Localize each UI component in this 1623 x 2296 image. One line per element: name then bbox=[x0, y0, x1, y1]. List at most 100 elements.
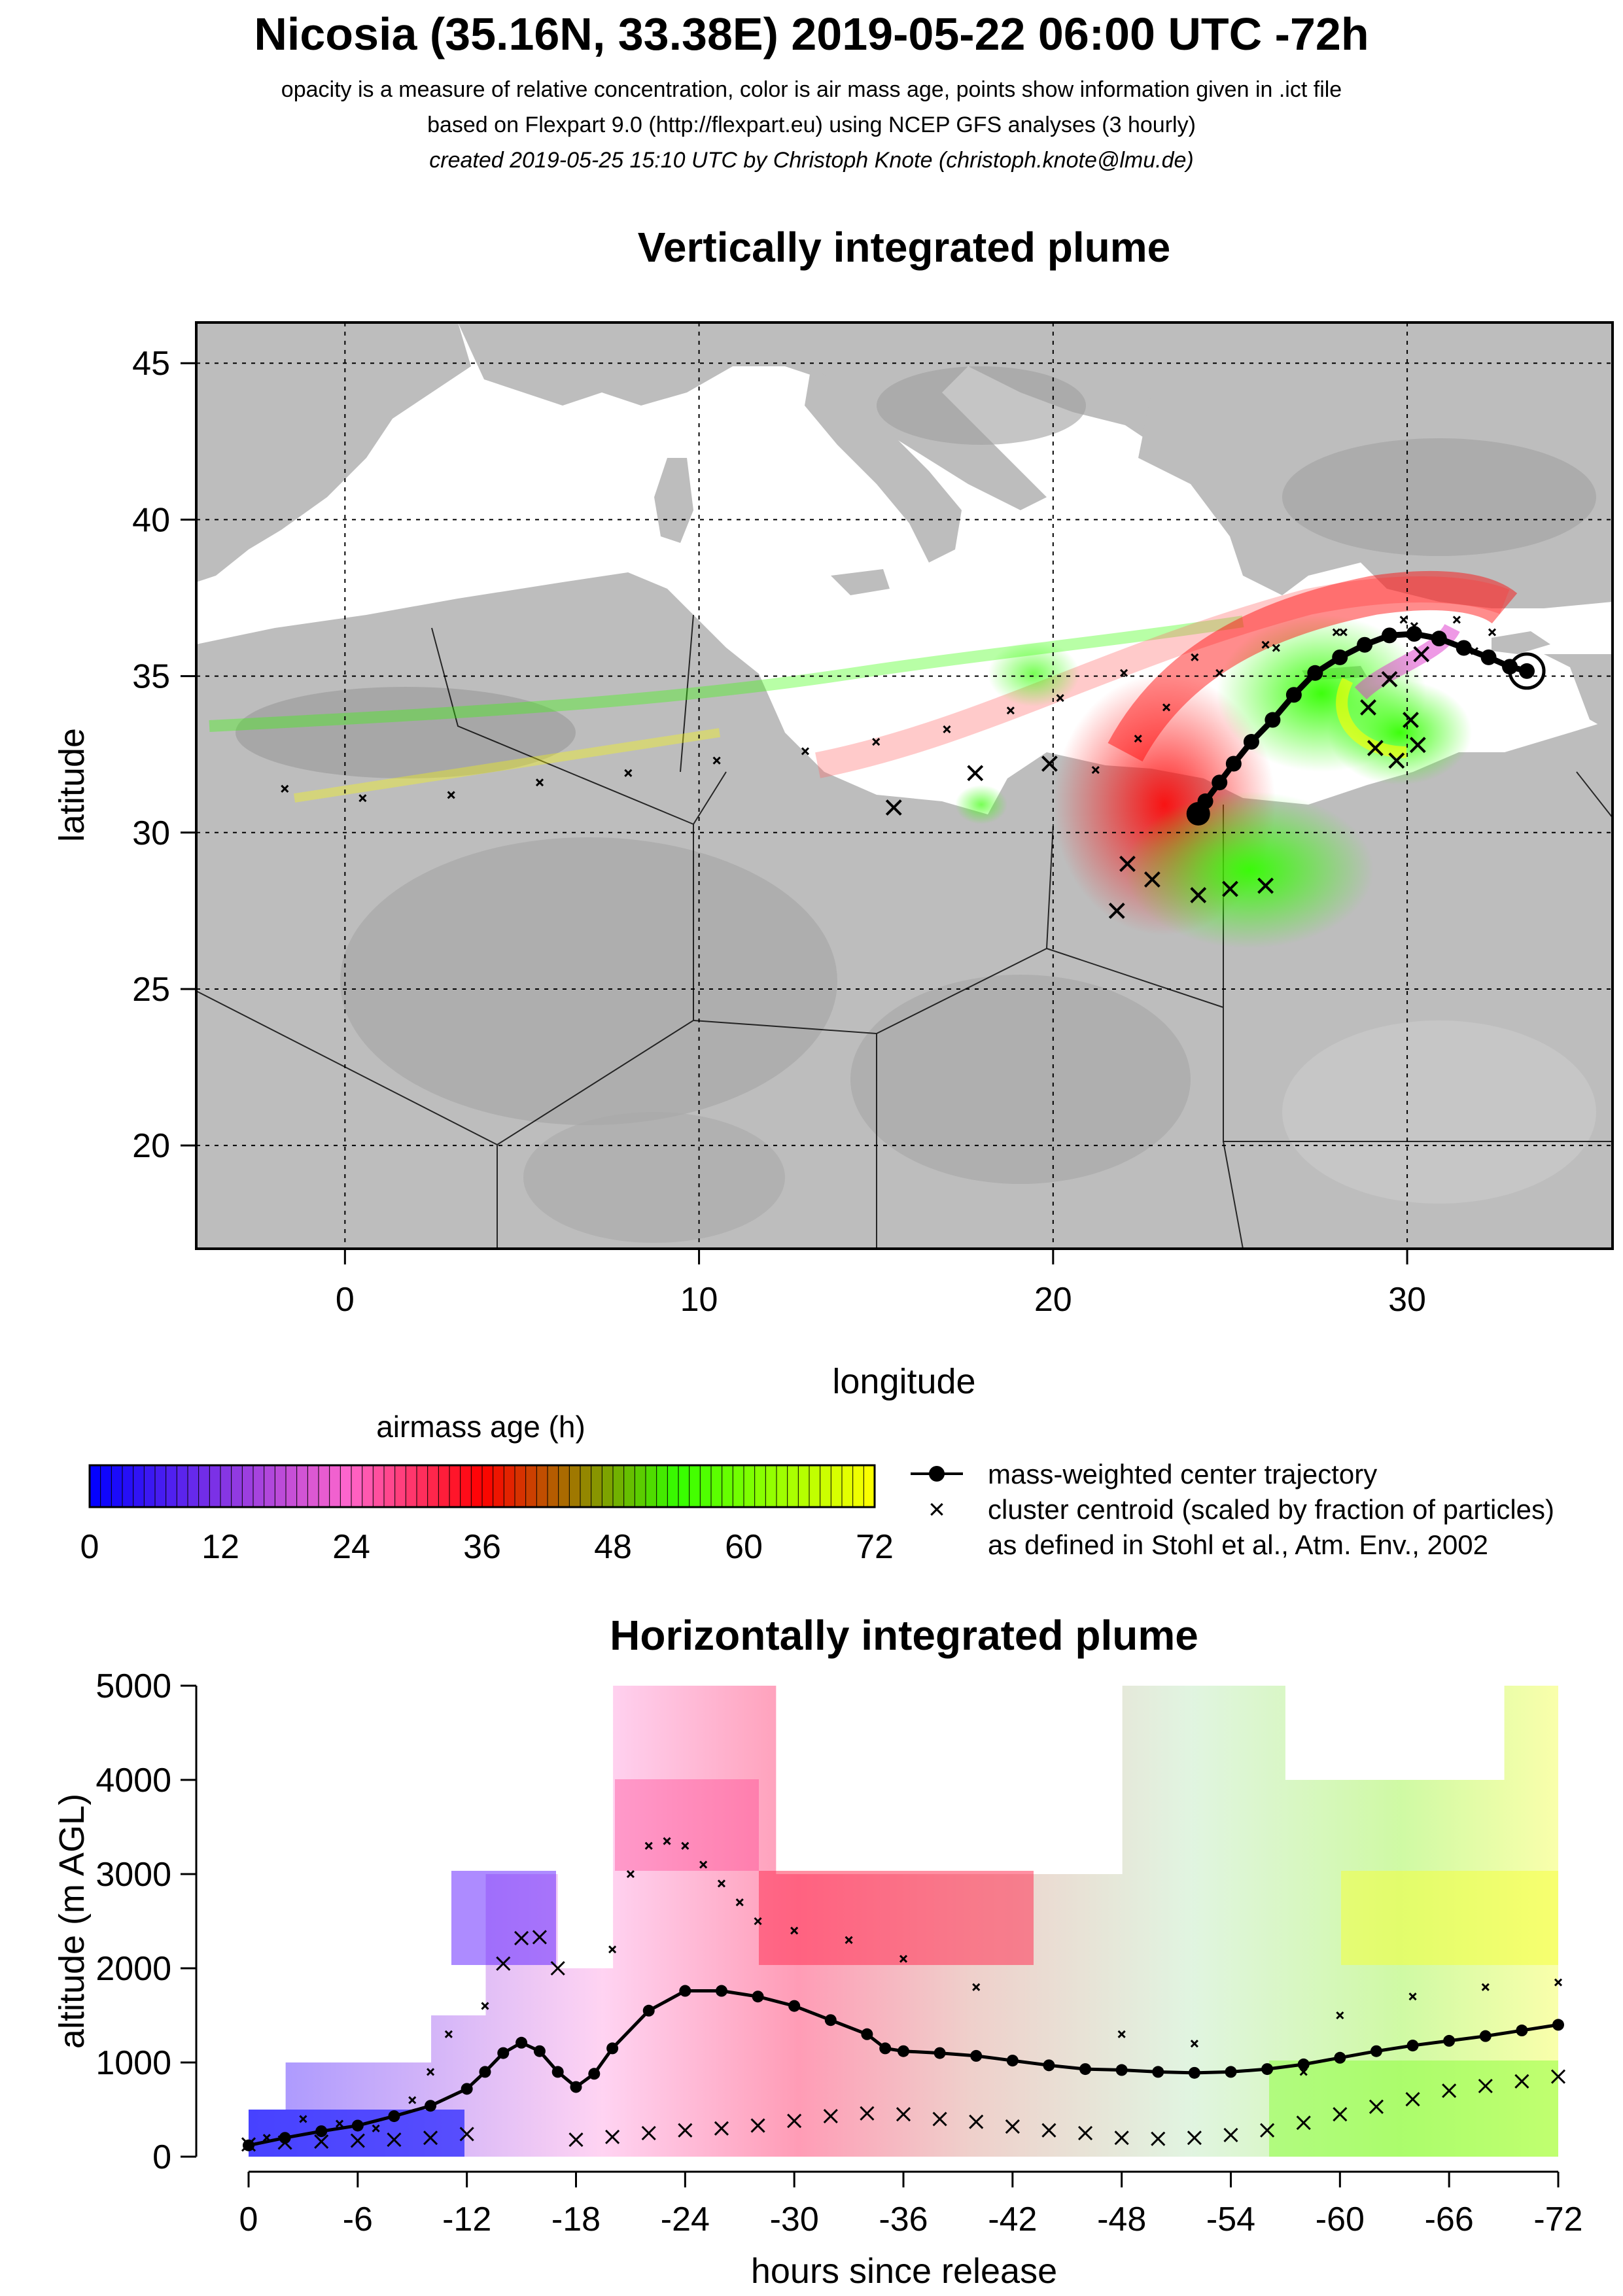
map-x-axis: 0 10 20 30 bbox=[336, 1249, 1426, 1319]
altitude-y-tick-label: 3000 bbox=[96, 1856, 171, 1894]
altitude-center-point bbox=[898, 2045, 909, 2057]
altitude-centroid-mark bbox=[644, 1841, 653, 1850]
colorbar-cell bbox=[809, 1465, 821, 1508]
colorbar-cell bbox=[536, 1465, 548, 1508]
legend-dot-symbol bbox=[929, 1466, 945, 1482]
colorbar-frame bbox=[88, 1464, 876, 1508]
plume-concentration bbox=[209, 570, 1518, 948]
altitude-y-tick-label: 0 bbox=[152, 2138, 171, 2176]
map-y-tick-label: 35 bbox=[132, 658, 170, 696]
altitude-centroid-mark bbox=[568, 2132, 584, 2148]
altitude-centroid-mark bbox=[787, 2113, 802, 2129]
land-sardinia bbox=[654, 458, 693, 543]
colorbar-cell bbox=[787, 1465, 799, 1508]
altitude-centroid-mark bbox=[626, 1870, 635, 1879]
colorbar-cell bbox=[634, 1465, 646, 1508]
map-center-point bbox=[1357, 636, 1373, 653]
colorbar-cell bbox=[111, 1465, 123, 1508]
release-point-marker bbox=[1508, 652, 1546, 690]
map-centroid-mark bbox=[885, 799, 902, 816]
altitude-center-point bbox=[533, 2045, 546, 2057]
figure-subtitle-opacity: opacity is a measure of relative concent… bbox=[281, 77, 1342, 102]
hours-x-axis: 0 -6 -12 -18 -24 -30 -36 -42 -48 -54 -60 -66 -72 bbox=[239, 2172, 1583, 2238]
altitude-centroid-mark bbox=[372, 2124, 380, 2132]
colorbar-cell bbox=[765, 1465, 778, 1508]
map-centroid-mark bbox=[872, 737, 881, 746]
colorbar-tick-label: 36 bbox=[463, 1528, 501, 1566]
altitude-center-point bbox=[1079, 2063, 1092, 2076]
altitude-centroid-mark bbox=[1442, 2083, 1457, 2098]
map-centroid-mark bbox=[1413, 646, 1430, 663]
colorbar-cell bbox=[689, 1465, 701, 1508]
map-x-tick-label: 30 bbox=[1388, 1281, 1426, 1319]
altitude-center-point bbox=[1188, 2066, 1200, 2079]
map-centroid-mark bbox=[967, 765, 984, 782]
altitude-centroid-mark bbox=[532, 1930, 547, 1945]
altitude-centroid-mark bbox=[1296, 2115, 1311, 2131]
map-center-point bbox=[1480, 649, 1497, 665]
altitude-centroid-mark bbox=[932, 2112, 947, 2127]
altitude-centroid-mark bbox=[1481, 1983, 1490, 1991]
altitude-centroid-mark bbox=[514, 1930, 529, 1945]
colorbar-cell bbox=[438, 1465, 450, 1508]
map-x-tick-label: 0 bbox=[336, 1281, 355, 1319]
altitude-centroid-mark bbox=[496, 1956, 511, 1971]
colorbar-cell bbox=[405, 1465, 417, 1508]
map-center-point bbox=[1265, 712, 1281, 728]
map-gridlines bbox=[196, 322, 1613, 1249]
legend-stohl-reference: as defined in Stohl et al., Atm. Env., 2… bbox=[988, 1529, 1488, 1560]
land-italy bbox=[805, 366, 962, 563]
colorbar-cell bbox=[776, 1465, 788, 1508]
altitude-center-point bbox=[752, 1991, 764, 2003]
plume-extent-mask bbox=[903, 1686, 1013, 1874]
altitude-center-point bbox=[642, 2004, 655, 2017]
altitude-centroid-mark bbox=[1550, 2069, 1566, 2084]
colorbar-cell bbox=[427, 1465, 440, 1508]
figure-subtitle-created: created 2019-05-25 15:10 UTC by Christop… bbox=[429, 148, 1194, 173]
map-x-tick-label: 20 bbox=[1034, 1281, 1072, 1319]
map-center-point bbox=[1285, 687, 1302, 703]
altitude-y-axis: 0 1000 2000 3000 4000 5000 bbox=[96, 1667, 196, 2176]
map-centroid-mark bbox=[1381, 670, 1398, 687]
colorbar-cell bbox=[89, 1465, 101, 1508]
plume-extent-mask bbox=[357, 1686, 395, 2062]
map-centroid-mark bbox=[1261, 640, 1270, 649]
colorbar-cell bbox=[296, 1465, 309, 1508]
altitude-centroid-mark bbox=[1260, 2123, 1275, 2138]
altitude-centroid-mark bbox=[899, 1955, 908, 1963]
map-centroid-mark bbox=[943, 725, 951, 733]
altitude-centroid-mark bbox=[699, 1860, 708, 1869]
map-centroid-mark bbox=[1388, 752, 1405, 769]
altitude-centroid-mark bbox=[1005, 2119, 1020, 2134]
altitude-center-point bbox=[715, 1985, 727, 1997]
altitude-center-point bbox=[788, 2000, 801, 2012]
map-cluster-centroids bbox=[281, 616, 1497, 919]
colorbar-cell bbox=[656, 1465, 669, 1508]
altitude-centroid-mark bbox=[641, 2125, 656, 2141]
colorbar-cell bbox=[841, 1465, 854, 1508]
altitude-plume-shading bbox=[249, 1686, 1558, 2157]
altitude-center-point bbox=[1115, 2064, 1128, 2076]
altitude-center-point bbox=[1406, 2040, 1419, 2052]
colorbar-cell bbox=[732, 1465, 745, 1508]
map-centroid-mark bbox=[1191, 653, 1199, 661]
colorbar-cell bbox=[820, 1465, 832, 1508]
altitude-centroid-mark bbox=[1514, 2074, 1529, 2089]
colorbar-cell bbox=[187, 1465, 200, 1508]
legend-cross-symbol: × bbox=[928, 1493, 945, 1525]
altitude-center-point bbox=[279, 2132, 291, 2144]
colorbar-cell bbox=[318, 1465, 330, 1508]
colorbar-cell bbox=[394, 1465, 407, 1508]
altitude-centroid-mark bbox=[1405, 2092, 1420, 2107]
colorbar-cell bbox=[722, 1465, 734, 1508]
map-center-point bbox=[1212, 774, 1228, 791]
altitude-center-point bbox=[1152, 2066, 1164, 2078]
plume-extent-mask bbox=[557, 1686, 614, 1968]
altitude-center-point bbox=[1043, 2059, 1055, 2072]
colorbar-cell bbox=[743, 1465, 756, 1508]
map-centroid-mark bbox=[1119, 856, 1136, 873]
altitude-centroid-mark bbox=[972, 1983, 981, 1991]
colorbar-title: airmass age (h) bbox=[376, 1410, 585, 1444]
colorbar-cell bbox=[863, 1465, 876, 1508]
colorbar-cell bbox=[351, 1465, 363, 1508]
